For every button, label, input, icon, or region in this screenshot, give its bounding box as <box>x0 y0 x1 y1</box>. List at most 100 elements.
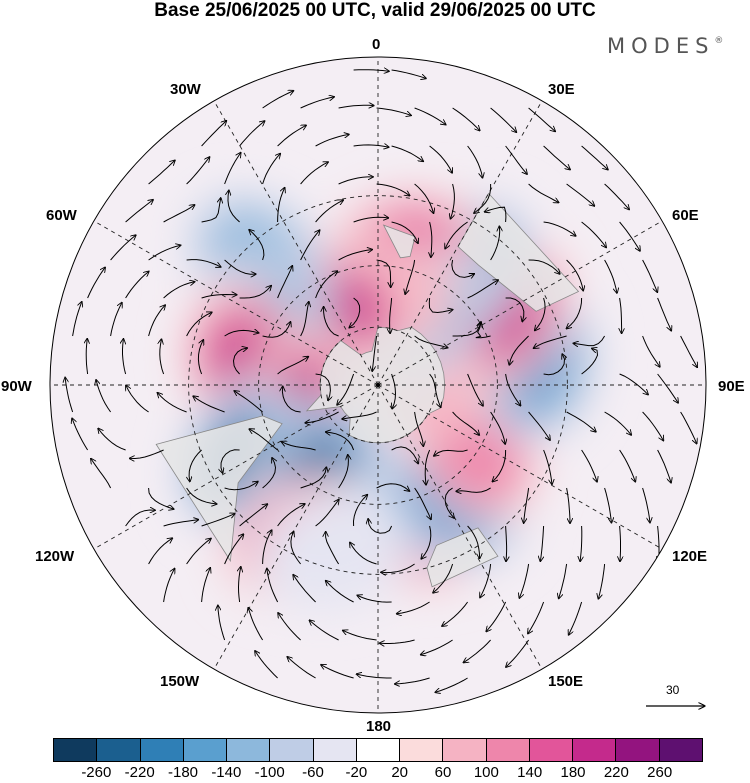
wind-arrow <box>414 183 434 213</box>
lon-label-90w: 90W <box>1 378 32 395</box>
wind-arrow <box>158 393 187 413</box>
wind-arrow <box>87 268 105 299</box>
wind-arrow <box>186 313 212 337</box>
wind-arrow <box>91 459 112 489</box>
lon-label-60e: 60E <box>672 207 699 224</box>
wind-arrow <box>300 302 309 337</box>
colorbar-tick-label: -100 <box>254 764 285 781</box>
wind-arrow <box>110 303 122 337</box>
wind-arrow <box>680 335 697 367</box>
wind-arrow <box>277 188 285 223</box>
wind-arrow <box>321 665 354 679</box>
wind-arrow <box>395 677 430 684</box>
meridian-line <box>213 100 379 386</box>
wind-arrow <box>315 373 331 400</box>
wind-arrow <box>350 297 361 327</box>
wind-arrow <box>224 330 259 337</box>
reference-vector-value: 30 <box>666 683 680 697</box>
wind-arrow <box>163 569 175 603</box>
wind-arrow <box>148 487 174 509</box>
wind-arrow <box>493 449 507 481</box>
wind-arrow <box>372 335 378 371</box>
colorbar-cell <box>356 739 401 761</box>
wind-arrow <box>397 601 430 614</box>
wind-arrow <box>278 613 301 641</box>
wind-arrow <box>239 121 265 147</box>
colorbar-cell <box>400 739 444 761</box>
wind-arrow <box>422 525 432 559</box>
meridian-line <box>377 384 543 670</box>
colorbar-tick-label: 140 <box>517 764 543 781</box>
chart-title: Base 25/06/2025 00 UTC, valid 29/06/2025… <box>154 0 596 21</box>
wind-arrow <box>148 161 175 185</box>
wind-arrow <box>421 639 453 655</box>
wind-arrow <box>160 340 165 375</box>
wind-arrow <box>445 221 468 248</box>
colorbar-tick-label: 260 <box>647 764 673 781</box>
wind-arrow <box>186 539 211 565</box>
wind-arrow <box>239 286 271 299</box>
wind-arrow <box>528 411 550 440</box>
colorbar-tick-label: -20 <box>345 764 368 781</box>
new-zealand-outline <box>382 224 416 259</box>
brand-text: MODES <box>607 34 715 58</box>
wind-arrow <box>436 677 468 692</box>
meridian-line <box>213 384 379 670</box>
wind-arrow <box>528 183 559 202</box>
reference-arrow-icon <box>646 683 710 713</box>
wind-arrow <box>391 69 426 78</box>
wind-arrow <box>414 335 448 348</box>
wind-arrow <box>148 538 172 565</box>
wind-arrow <box>657 373 678 403</box>
wind-arrow <box>376 107 411 115</box>
wind-arrow <box>288 657 316 679</box>
wind-arrow <box>224 482 258 491</box>
wind-arrow <box>357 674 392 679</box>
wind-arrow <box>315 500 339 527</box>
wind-arrow <box>201 198 221 223</box>
colorbar-cell <box>140 739 184 761</box>
wind-arrow <box>239 504 268 527</box>
wind-arrow <box>604 183 629 209</box>
wind-arrow <box>581 221 606 247</box>
colorbar-cell <box>313 739 357 761</box>
colorbar-cell <box>529 739 574 761</box>
colorbar-cell <box>659 739 702 761</box>
wind-arrow <box>224 153 241 185</box>
wind-arrow <box>506 639 530 667</box>
latitude-circle <box>258 265 498 505</box>
colorbar-tick-label: 220 <box>603 764 629 781</box>
wind-arrow <box>391 446 419 463</box>
wind-arrow <box>163 520 198 527</box>
wind-arrow <box>452 411 479 435</box>
wind-arrow <box>509 335 529 365</box>
wind-arrow <box>324 307 339 337</box>
wind-arrow <box>505 373 521 405</box>
wind-arrow <box>581 349 599 375</box>
wind-arrow <box>343 631 377 641</box>
wind-arrow <box>543 221 576 236</box>
colorbar-cell <box>486 739 530 761</box>
wind-arrow <box>505 297 524 321</box>
wind-arrow <box>130 449 164 459</box>
wind-arrow <box>414 107 446 124</box>
colorbar-tick-label: 20 <box>391 764 408 781</box>
wind-arrow <box>390 297 392 333</box>
wind-arrow <box>326 432 355 451</box>
lon-label-150e: 150E <box>548 673 584 690</box>
wind-arrow <box>467 280 498 299</box>
wind-arrow <box>480 563 492 597</box>
wind-arrow <box>221 449 240 473</box>
wind-arrow <box>337 373 355 405</box>
wind-arrow <box>300 162 328 185</box>
australia-outline <box>457 192 580 312</box>
registered-mark: ® <box>714 36 724 46</box>
wind-arrow <box>429 145 452 173</box>
south-pole-marker <box>376 383 380 387</box>
wind-arrow <box>277 266 293 299</box>
wind-arrow <box>520 563 530 598</box>
wind-arrow <box>540 525 545 561</box>
wind-arrow <box>567 297 583 328</box>
wind-arrow <box>186 259 221 267</box>
